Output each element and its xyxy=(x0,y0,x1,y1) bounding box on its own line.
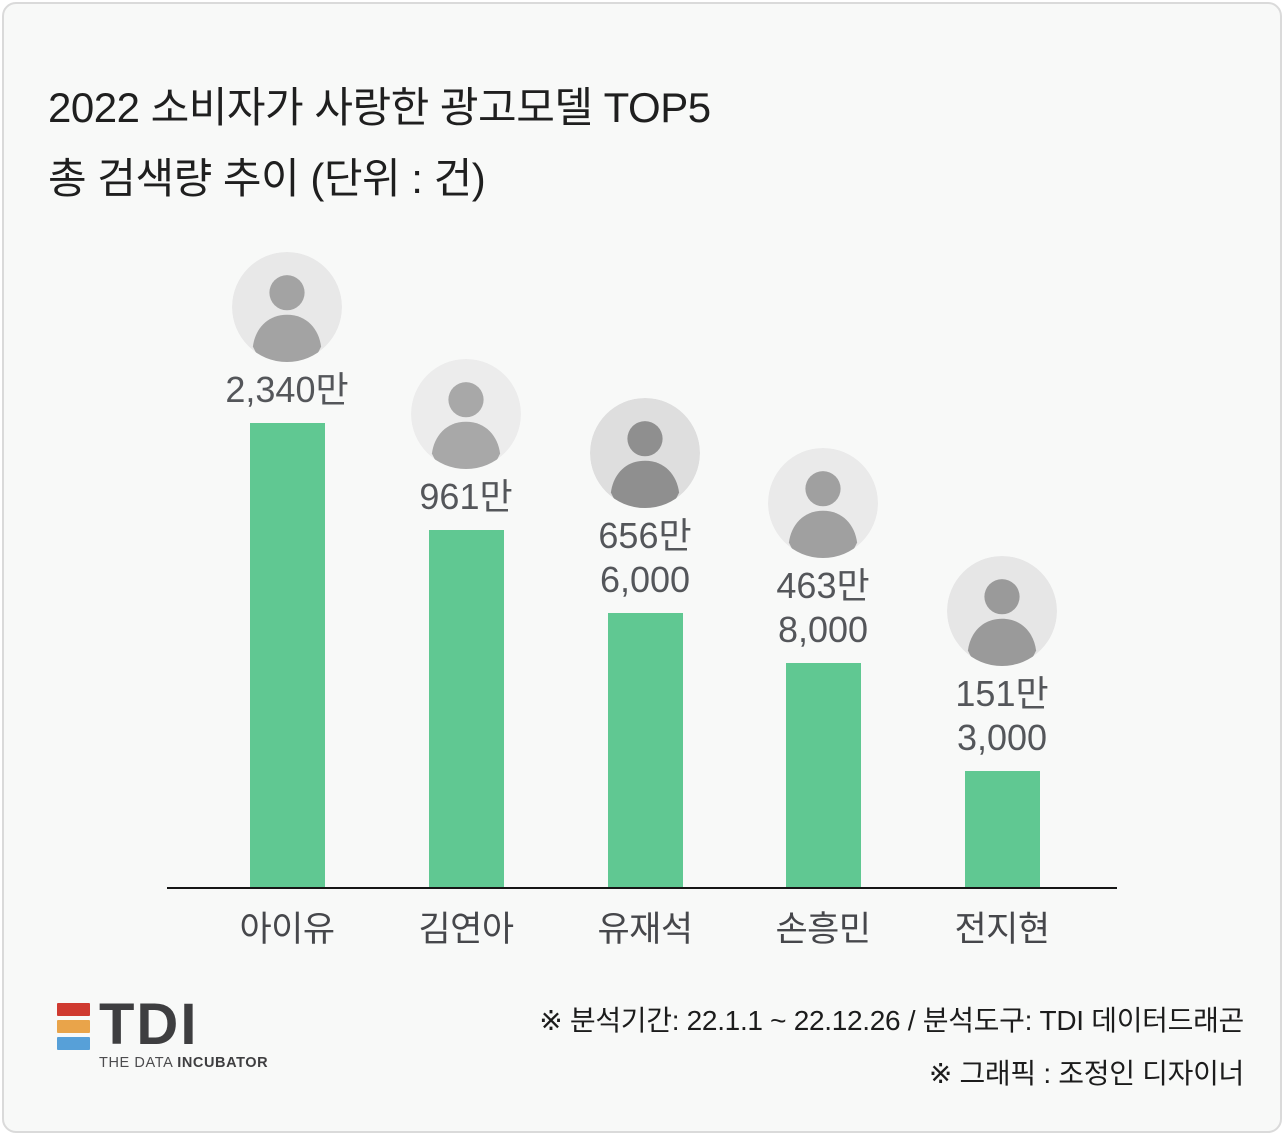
chart-title-line2: 총 검색량 추이 (단위 : 건) xyxy=(48,155,486,202)
portrait-jun-ji-hyun xyxy=(947,556,1057,666)
logo-bar-orange xyxy=(57,1020,90,1033)
graphic-credit-note: ※ 그래픽 : 조정인 디자이너 xyxy=(928,1058,1244,1089)
bar-column-yoo-jae-suk: 656만 6,000 xyxy=(556,398,734,888)
x-axis-line xyxy=(167,887,1117,889)
bar-column-iu: 2,340만 xyxy=(198,252,376,888)
person-photo-icon xyxy=(768,448,878,558)
bar-son-heung-min xyxy=(785,663,861,888)
portrait-kim-yuna xyxy=(411,359,521,469)
bar-column-jun-ji-hyun: 151만 3,000 xyxy=(913,556,1091,888)
bar-iu xyxy=(249,423,325,888)
tdi-logo: TDI THE DATA INCUBATOR xyxy=(57,992,268,1071)
bar-jun-ji-hyun xyxy=(964,771,1040,888)
value-line-2: 3,000 xyxy=(956,717,1048,758)
bar-column-kim-yuna: 961만 xyxy=(377,359,555,888)
bar-column-son-heung-min: 463만 8,000 xyxy=(734,448,912,888)
logo-subtitle-regular: THE DATA xyxy=(99,1055,178,1071)
x-axis-label-kim-yuna: 김연아 xyxy=(418,910,514,949)
value-label: 2,340만 xyxy=(225,368,348,412)
value-line-1: 656만 xyxy=(598,515,692,556)
value-line-1: 151만 xyxy=(955,673,1049,714)
value-line-1: 463만 xyxy=(776,565,870,606)
portrait-yoo-jae-suk xyxy=(590,398,700,508)
value-label: 463만 8,000 xyxy=(776,564,869,652)
bar-yoo-jae-suk xyxy=(607,613,683,888)
logo-bar-red xyxy=(57,1003,90,1016)
logo-bar-blue xyxy=(57,1037,90,1050)
value-line-2: 6,000 xyxy=(599,559,691,600)
analysis-note: ※ 분석기간: 22.1.1 ~ 22.12.26 / 분석도구: TDI 데이… xyxy=(539,1005,1244,1036)
x-axis-label-son-heung-min: 손흥민 xyxy=(775,910,871,949)
value-line-2: 8,000 xyxy=(777,609,869,650)
person-photo-icon xyxy=(411,359,521,469)
portrait-son-heung-min xyxy=(768,448,878,558)
person-photo-icon xyxy=(232,252,342,362)
tdi-logo-bars-icon xyxy=(57,1003,90,1050)
tdi-logo-text: TDI xyxy=(99,992,199,1057)
person-photo-icon xyxy=(947,556,1057,666)
value-line-1: 961만 xyxy=(419,476,513,517)
tdi-logo-subtitle: THE DATA INCUBATOR xyxy=(99,1055,268,1071)
person-photo-icon xyxy=(590,398,700,508)
x-axis-label-iu: 아이유 xyxy=(239,910,335,949)
chart-title: 2022 소비자가 사랑한 광고모델 TOP5 총 검색량 추이 (단위 : 건… xyxy=(48,72,711,214)
value-line-1: 2,340만 xyxy=(225,369,349,410)
x-axis-label-jun-ji-hyun: 전지현 xyxy=(954,910,1050,949)
value-label: 151만 3,000 xyxy=(955,672,1048,760)
x-axis-label-yoo-jae-suk: 유재석 xyxy=(597,910,693,949)
value-label: 961만 xyxy=(419,475,512,519)
chart-title-line1: 2022 소비자가 사랑한 광고모델 TOP5 xyxy=(48,84,711,131)
logo-subtitle-bold: INCUBATOR xyxy=(177,1055,269,1071)
portrait-iu xyxy=(232,252,342,362)
bar-kim-yuna xyxy=(428,530,504,888)
value-label: 656만 6,000 xyxy=(598,514,691,602)
